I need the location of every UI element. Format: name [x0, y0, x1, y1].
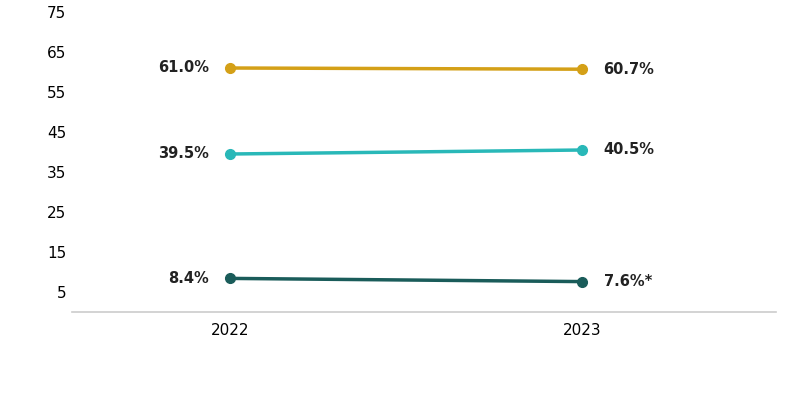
Line: Public Coverage: Public Coverage: [226, 145, 587, 159]
Line: Uninsured: Uninsured: [226, 274, 587, 286]
Text: 60.7%: 60.7%: [603, 62, 654, 77]
Public Coverage: [578, 148, 587, 152]
Uninsured: [226, 276, 235, 281]
Text: 7.6%*: 7.6%*: [603, 274, 652, 289]
Text: 40.5%: 40.5%: [603, 142, 654, 158]
Text: 39.5%: 39.5%: [158, 146, 210, 162]
Private Coverage: [226, 66, 235, 70]
Uninsured: [578, 279, 587, 284]
Public Coverage: [226, 152, 235, 156]
Private Coverage: [578, 67, 587, 72]
Line: Private Coverage: Private Coverage: [226, 63, 587, 74]
Text: 61.0%: 61.0%: [158, 60, 210, 76]
Text: 8.4%: 8.4%: [169, 271, 210, 286]
